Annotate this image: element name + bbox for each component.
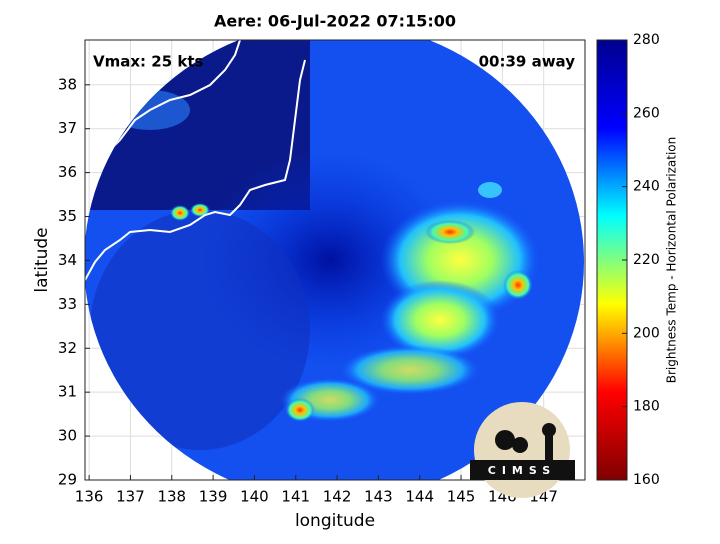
annotation: Vmax: 25 kts: [93, 53, 203, 71]
x-tick-label: 139: [199, 488, 228, 506]
colorbar-tick-label: 180: [633, 399, 660, 415]
y-tick-label: 38: [58, 75, 77, 93]
logo-text: CIMSS: [488, 464, 556, 477]
y-tick-label: 31: [58, 383, 77, 401]
colorbar-tick-label: 280: [633, 32, 660, 48]
colorbar-tick-label: 200: [633, 325, 660, 341]
x-tick-label: 141: [281, 488, 310, 506]
x-tick-label: 142: [323, 488, 352, 506]
colorbar-tick-label: 260: [633, 105, 660, 121]
y-tick-label: 35: [58, 207, 77, 225]
y-tick-label: 34: [58, 251, 77, 269]
axes: 136 137 138 139 140 141 142 143 144 145 146 1472930…: [58, 75, 558, 505]
annotation: 00:39 away: [479, 53, 576, 71]
logo: CIMSS: [470, 402, 575, 498]
x-tick-label: 136: [75, 488, 104, 506]
colorbar-tick-label: 220: [633, 252, 660, 268]
colorbar-label: Brightness Temp - Horizontal Polarizatio…: [665, 137, 679, 384]
colorbar-axis: 160 180 200 220 240 260 280: [622, 32, 660, 488]
colorbar-tick-label: 160: [633, 472, 660, 488]
x-tick-label: 144: [405, 488, 434, 506]
y-tick-label: 30: [58, 427, 77, 445]
x-axis-label: longitude: [295, 511, 375, 531]
y-tick-label: 32: [58, 339, 77, 357]
x-tick-label: 138: [157, 488, 186, 506]
y-tick-label: 33: [58, 295, 77, 313]
y-tick-label: 36: [58, 163, 77, 181]
chart-title: Aere: 06-Jul-2022 07:15:00: [214, 12, 456, 31]
x-tick-label: 140: [240, 488, 269, 506]
y-tick-label: 29: [58, 471, 77, 489]
x-tick-label: 145: [447, 488, 476, 506]
x-tick-label: 137: [116, 488, 145, 506]
y-tick-label: 37: [58, 119, 77, 137]
colorbar-tick-label: 240: [633, 179, 660, 195]
x-tick-label: 143: [364, 488, 393, 506]
y-axis-label: latitude: [32, 227, 52, 292]
